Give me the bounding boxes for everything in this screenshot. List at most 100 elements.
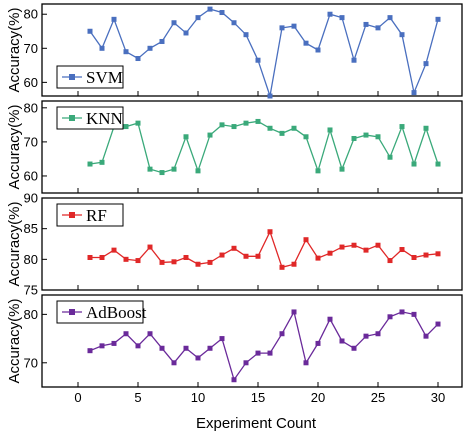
data-point — [303, 134, 309, 140]
x-tick-labels: 0 5 10 15 20 25 30 — [74, 390, 445, 405]
data-point — [231, 20, 237, 26]
data-point — [351, 57, 357, 63]
legend-marker — [69, 74, 75, 80]
data-point — [99, 159, 105, 165]
y-axis-title: Accuracy(%) — [6, 201, 23, 286]
legend: RF — [56, 203, 124, 227]
data-point — [207, 6, 213, 12]
data-point — [375, 134, 381, 140]
data-point — [351, 135, 357, 141]
data-point — [303, 237, 309, 243]
data-point — [315, 255, 321, 261]
data-point — [363, 21, 369, 27]
data-point — [111, 247, 117, 253]
y-tick-label: 80 — [24, 7, 38, 22]
data-point — [291, 23, 297, 29]
data-point — [123, 331, 129, 337]
data-point — [231, 124, 237, 130]
x-tick-label: 15 — [251, 390, 265, 405]
data-point — [207, 259, 213, 265]
data-point — [327, 316, 333, 322]
data-point — [327, 11, 333, 17]
data-point — [219, 252, 225, 258]
x-tick-label: 30 — [431, 390, 445, 405]
data-point — [243, 32, 249, 38]
data-point — [159, 170, 165, 176]
x-tick-label: 0 — [74, 390, 81, 405]
data-point — [135, 56, 141, 62]
legend: AdBoost — [56, 300, 147, 324]
data-point — [423, 125, 429, 131]
data-point — [207, 345, 213, 351]
legend-marker — [69, 309, 75, 315]
data-point — [171, 166, 177, 172]
data-point — [171, 360, 177, 366]
y-tick-label: 90 — [24, 191, 38, 206]
x-axis-title: Experiment Count — [196, 415, 317, 432]
y-tick-label: 70 — [24, 355, 38, 370]
plot-frame — [41, 100, 463, 194]
data-point — [255, 253, 261, 259]
data-point — [195, 261, 201, 267]
legend-box — [56, 65, 124, 89]
data-point — [135, 258, 141, 264]
data-point — [159, 38, 165, 44]
data-point — [219, 336, 225, 342]
legend-box — [56, 106, 124, 130]
data-point — [99, 343, 105, 349]
data-point — [399, 309, 405, 315]
legend-box — [56, 300, 144, 324]
data-point — [387, 15, 393, 21]
data-point — [99, 45, 105, 51]
data-point — [87, 254, 93, 260]
data-point — [123, 49, 129, 55]
data-point — [195, 355, 201, 361]
data-point — [183, 30, 189, 36]
data-point — [279, 130, 285, 136]
series-line — [89, 8, 439, 97]
data-point — [291, 125, 297, 131]
y-axis-title: Accuracy(%) — [6, 7, 23, 92]
data-point — [423, 252, 429, 258]
data-point — [255, 118, 261, 124]
data-point — [111, 340, 117, 346]
data-point — [399, 124, 405, 130]
legend: KNN — [56, 106, 124, 130]
data-point — [87, 161, 93, 167]
data-point — [399, 32, 405, 38]
data-point — [303, 40, 309, 46]
legend-box — [56, 203, 124, 227]
data-point — [435, 16, 441, 22]
data-point — [183, 254, 189, 260]
data-point — [387, 258, 393, 264]
data-point — [279, 331, 285, 337]
x-tick-label: 20 — [311, 390, 325, 405]
data-point — [159, 345, 165, 351]
data-point — [435, 161, 441, 167]
data-point — [99, 254, 105, 260]
data-point — [171, 259, 177, 265]
data-point — [147, 331, 153, 337]
data-point — [243, 120, 249, 126]
data-point — [123, 256, 129, 262]
data-point — [339, 166, 345, 172]
data-point — [327, 250, 333, 256]
data-point — [339, 244, 345, 250]
data-point — [423, 61, 429, 67]
data-point — [435, 251, 441, 257]
data-point — [87, 28, 93, 34]
y-tick-label: 75 — [24, 283, 38, 298]
data-point — [375, 331, 381, 337]
legend-label: KNN — [86, 109, 123, 128]
data-point — [291, 309, 297, 315]
data-point — [315, 168, 321, 174]
data-point — [291, 261, 297, 267]
data-point — [87, 348, 93, 354]
x-tick-label: 25 — [371, 390, 385, 405]
data-point — [219, 122, 225, 128]
legend-label: RF — [86, 206, 107, 225]
data-point — [171, 20, 177, 26]
